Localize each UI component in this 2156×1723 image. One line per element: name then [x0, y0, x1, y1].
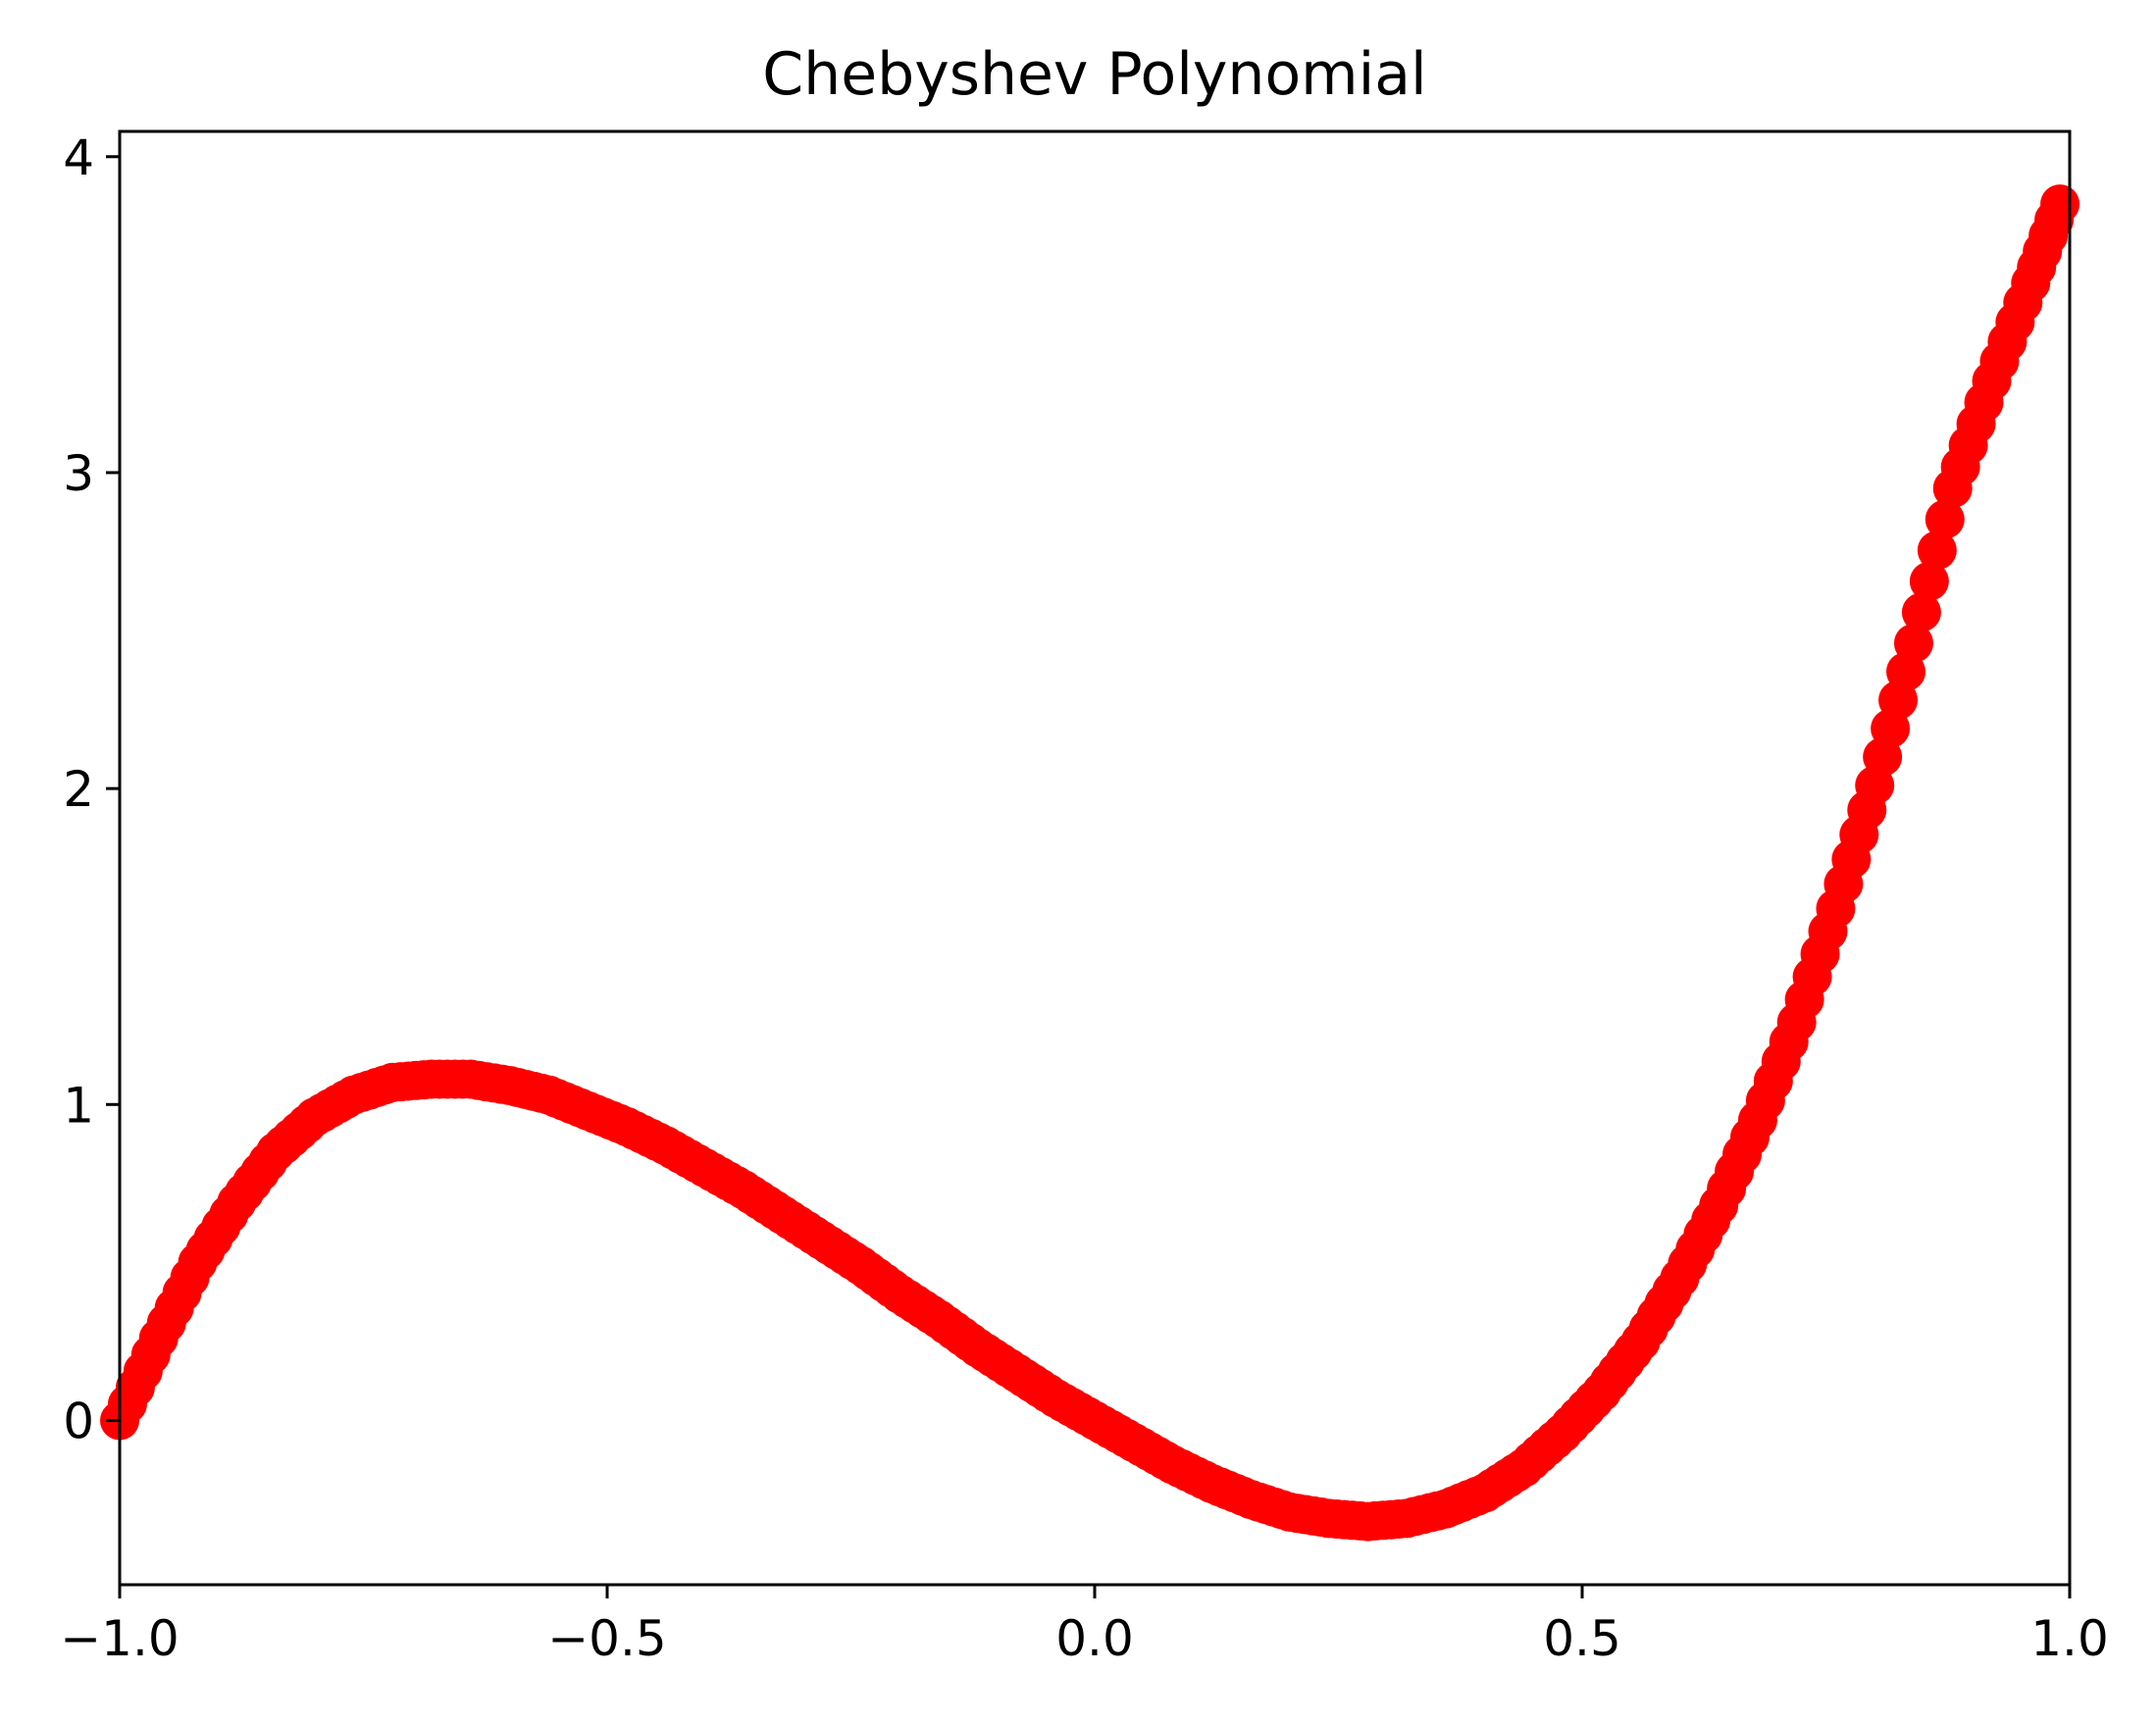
y-tick-label: 4	[63, 129, 94, 186]
y-tick-label: 2	[63, 761, 94, 818]
y-tick-label: 0	[63, 1393, 94, 1449]
y-tick-label: 1	[63, 1077, 94, 1134]
x-tick-label: 0.5	[1543, 1610, 1621, 1667]
x-tick-label: 1.0	[2030, 1610, 2109, 1667]
data-point	[1925, 499, 1965, 539]
data-point	[1901, 592, 1941, 633]
plot-frame	[118, 129, 2072, 1587]
chart-title: Chebyshev Polynomial	[762, 40, 1426, 109]
data-point	[2040, 184, 2080, 225]
data-point	[1909, 561, 1949, 601]
data-point	[1893, 623, 1933, 663]
data-points	[100, 184, 2080, 1542]
x-tick-label: −0.5	[547, 1610, 666, 1667]
x-axis: −1.0 −0.5 0.0 0.5 1.0	[60, 1585, 2109, 1667]
y-axis: 0 1 2 3 4	[63, 129, 120, 1449]
x-tick-label: −1.0	[60, 1610, 179, 1667]
y-tick-label: 3	[63, 445, 94, 502]
data-point	[1917, 531, 1957, 571]
x-tick-label: 0.0	[1055, 1610, 1134, 1667]
